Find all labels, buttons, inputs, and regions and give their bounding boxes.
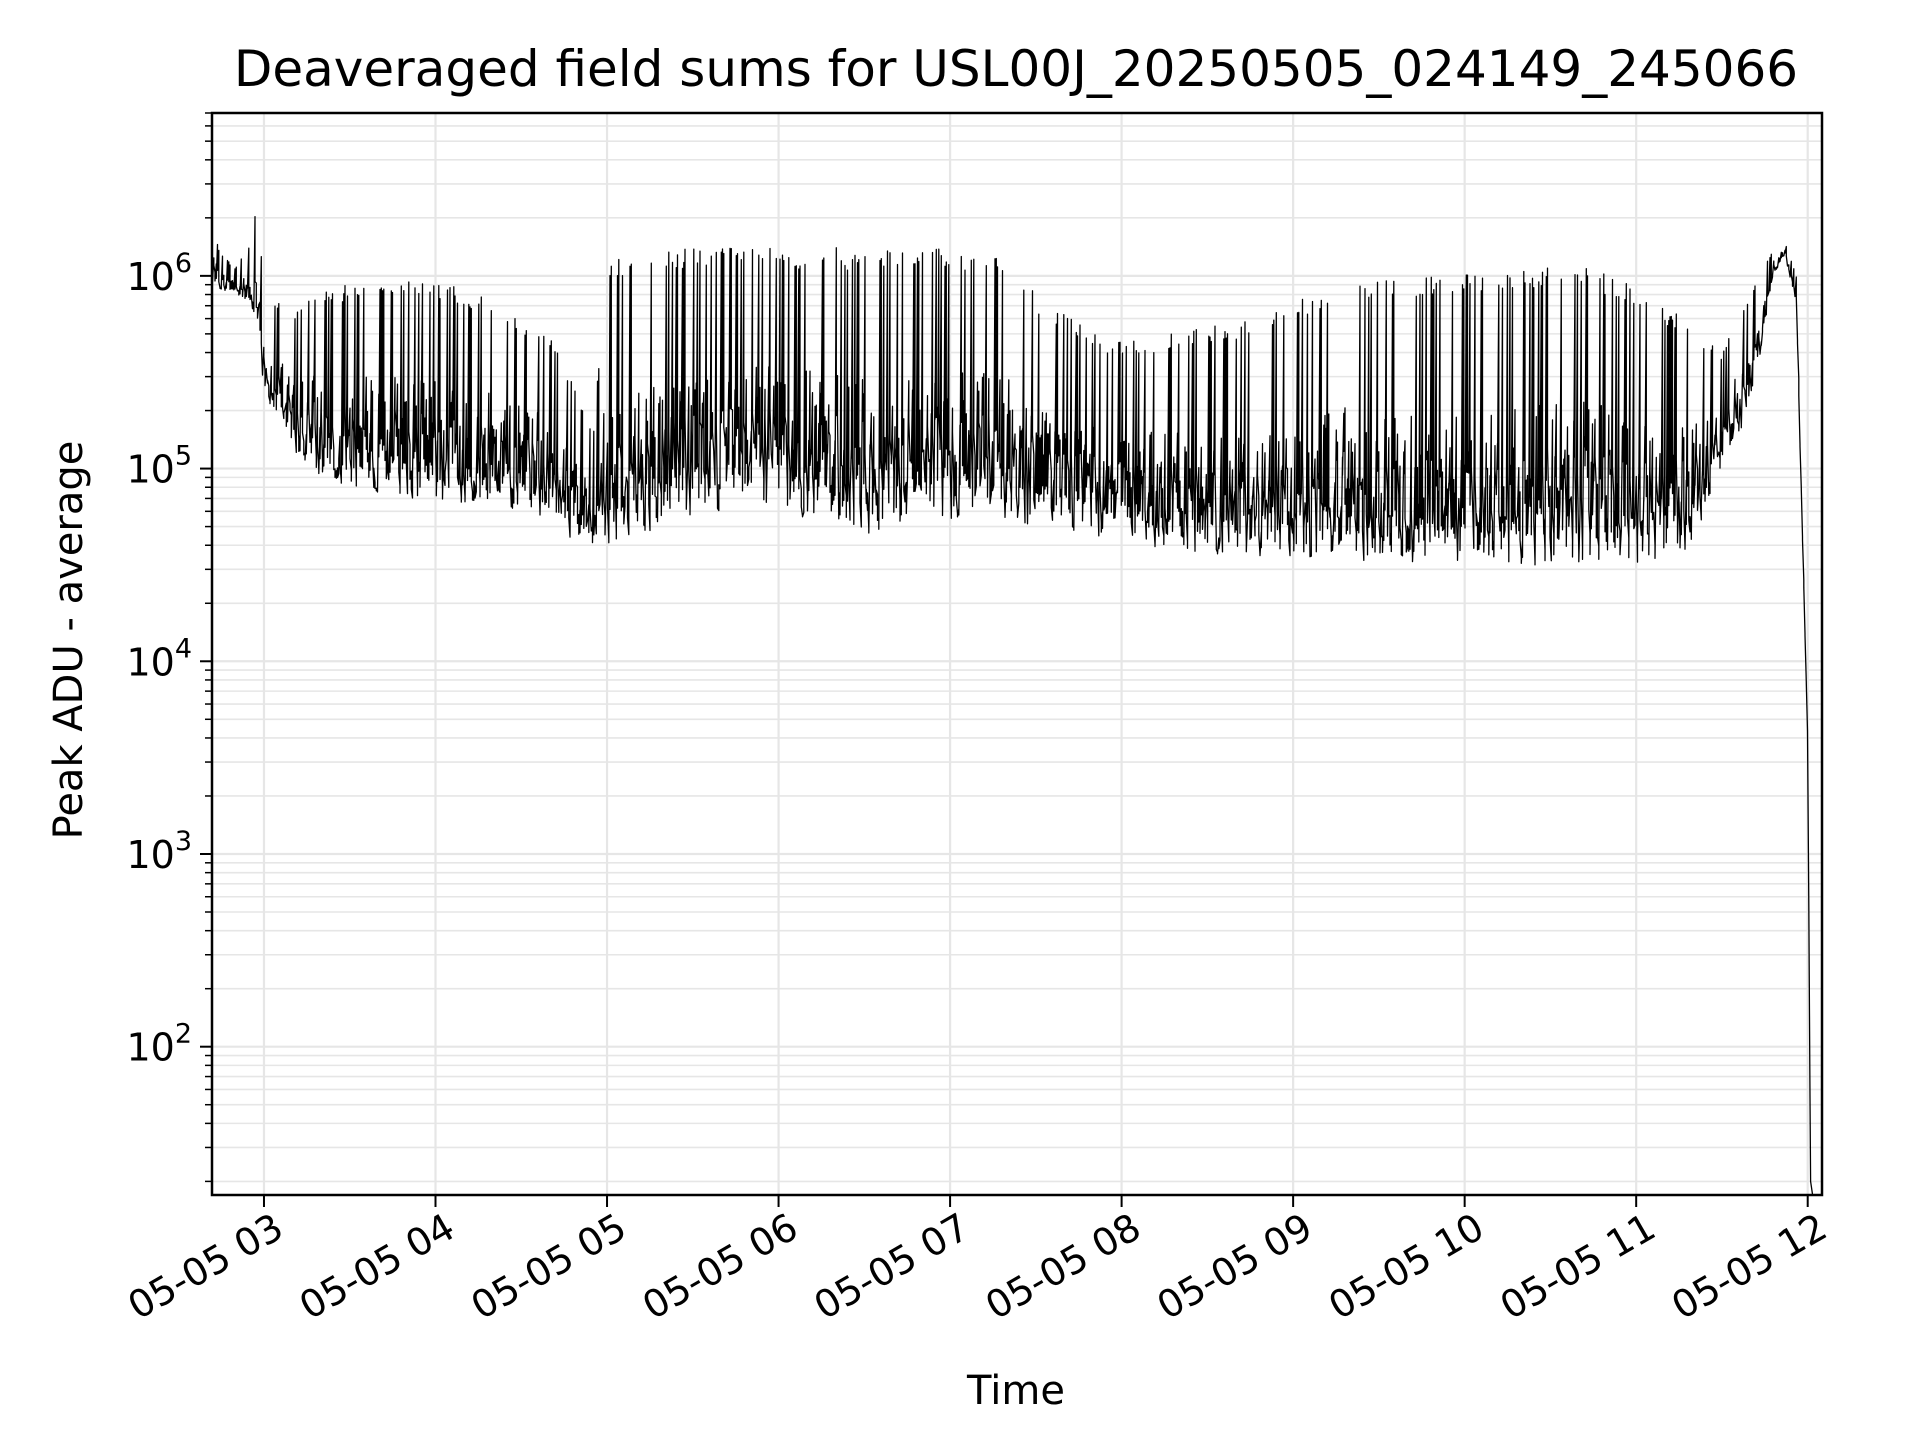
- y-tick-exponent: 2: [175, 1019, 192, 1050]
- y-tick-exponent: 4: [175, 633, 192, 664]
- y-tick-exponent: 5: [175, 441, 192, 472]
- y-tick-exponent: 6: [175, 248, 192, 279]
- y-tick-base: 10: [126, 255, 174, 299]
- y-tick-base: 10: [126, 448, 174, 492]
- y-tick-label: 103: [126, 826, 192, 877]
- y-tick-base: 10: [126, 833, 174, 877]
- chart-title: Deaveraged field sums for USL00J_2025050…: [234, 40, 1798, 98]
- plot-frame: [210, 111, 1824, 1197]
- y-tick-label: 105: [126, 441, 192, 492]
- y-tick-exponent: 3: [175, 826, 192, 857]
- y-axis-label: Peak ADU - average: [46, 441, 92, 840]
- minor-gridlines: [212, 112, 1822, 1183]
- y-tick-label: 102: [126, 1019, 192, 1070]
- series-line: [211, 215, 1814, 1196]
- series-layer: [211, 215, 1814, 1196]
- y-tick-label: 104: [126, 633, 192, 684]
- y-tick-base: 10: [126, 640, 174, 684]
- y-tick-base: 10: [126, 1026, 174, 1070]
- y-tick-label: 106: [126, 248, 192, 299]
- x-axis-label: Time: [966, 1368, 1065, 1414]
